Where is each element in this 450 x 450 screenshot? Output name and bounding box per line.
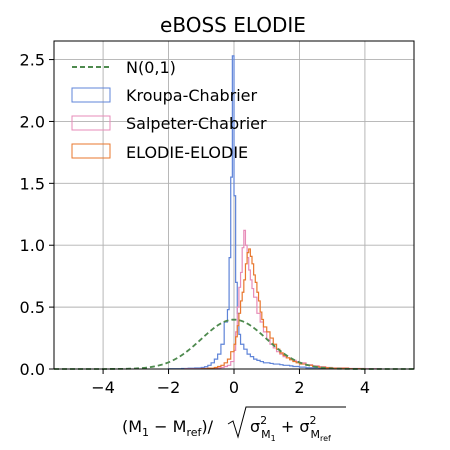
x-tick-label: 0: [229, 378, 239, 397]
x-tick-label: −2: [157, 378, 181, 397]
legend-label-normal: N(0,1): [126, 58, 176, 77]
legend-label-salpeter-chabrier: Salpeter-Chabrier: [126, 114, 267, 133]
legend: N(0,1) Kroupa-Chabrier Salpeter-Chabrier…: [71, 58, 267, 162]
axis-ticks: −4 −2 0 2 4 0.0 0.5 1.0 1.5 2.0 2.5: [20, 51, 370, 397]
x-tick-label: 4: [360, 378, 370, 397]
y-tick-label: 2.5: [20, 51, 45, 70]
y-tick-label: 1.0: [20, 236, 45, 255]
series-step-kroupa-chabrier: [167, 55, 366, 370]
legend-swatch-elodie-elodie: [71, 143, 111, 159]
y-tick-label: 0.0: [20, 360, 45, 379]
x-axis-label-radicand: σ2 M1 + σ2 Mref: [250, 414, 331, 443]
x-tick-label: −4: [91, 378, 115, 397]
chart-title: eBOSS ELODIE: [160, 13, 306, 37]
x-tick-label: 2: [294, 378, 304, 397]
y-tick-label: 0.5: [20, 298, 45, 317]
sqrt-radical: [227, 406, 346, 439]
legend-label-elodie-elodie: ELODIE-ELODIE: [126, 143, 248, 162]
x-axis-label: (M1 − Mref)/: [122, 417, 214, 439]
legend-swatch-salpeter-chabrier: [71, 115, 111, 131]
y-tick-label: 1.5: [20, 174, 45, 193]
legend-label-kroupa-chabrier: Kroupa-Chabrier: [126, 86, 258, 105]
legend-swatch-kroupa-chabrier: [71, 87, 111, 103]
y-tick-label: 2.0: [20, 112, 45, 131]
